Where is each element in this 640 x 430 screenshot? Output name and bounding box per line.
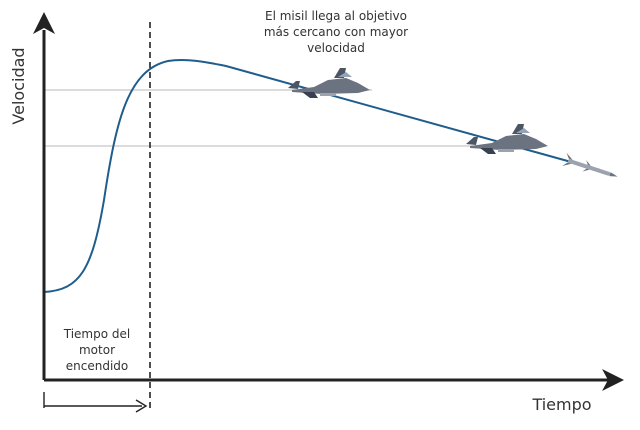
motor-annotation: Tiempo del motor encendido: [63, 327, 130, 373]
x-axis-arrowhead: [602, 369, 624, 391]
x-axis-label: Tiempo: [531, 395, 591, 414]
top-note-line-1: El misil llega al objetivo: [265, 9, 407, 23]
velocity-curve: [43, 58, 601, 293]
motor-note-line-1: Tiempo del: [63, 327, 130, 341]
motor-note-line-3: encendido: [66, 359, 128, 373]
jet-fighter-icon: [466, 124, 548, 154]
motor-note-line-2: motor: [79, 343, 115, 357]
y-axis-arrowhead: [33, 12, 55, 34]
top-note-line-2: más cercano con mayor: [264, 25, 408, 39]
motor-duration-arrowhead: [135, 399, 148, 413]
top-note-line-3: velocidad: [307, 41, 365, 55]
y-axis-label: Velocidad: [9, 47, 28, 124]
top-annotation: El misil llega al objetivo más cercano c…: [264, 9, 408, 55]
jet-fighter-icon: [288, 68, 370, 98]
missile-icon: [562, 152, 618, 177]
